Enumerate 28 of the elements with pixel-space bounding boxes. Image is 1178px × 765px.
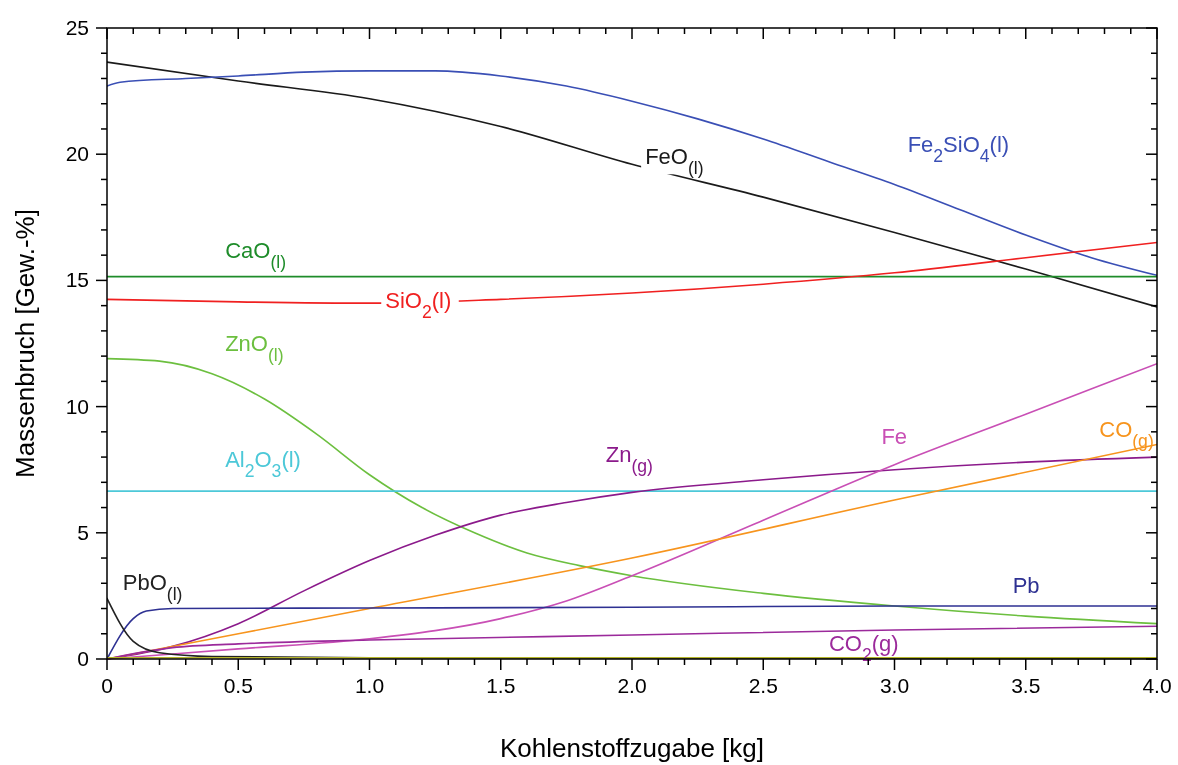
series-label: Fe$_{2}$SiO$_{4}$(l): [907, 131, 1010, 166]
series-label: Al$_{2}$O$_{3}$(l): [225, 447, 301, 482]
series-label: CaO$_{(l)}$: [225, 237, 287, 272]
y-tick-label: 10: [65, 394, 89, 418]
x-tick-label: 1.0: [354, 674, 385, 697]
x-axis-title: Kohlenstoffzugabe [kg]: [499, 733, 765, 763]
series-label: PbO$_{(l)}$: [122, 569, 183, 604]
x-tick-label: 2.0: [617, 674, 647, 697]
y-tick-label: 25: [65, 16, 89, 39]
series-label: FeO$_{(l)}$: [645, 144, 704, 179]
y-tick-label: 5: [77, 520, 89, 544]
series-label: SiO$_{2}$(l): [385, 288, 452, 323]
y-tick-label: 20: [65, 142, 89, 166]
series-label: ZnO$_{(l)}$: [225, 331, 284, 366]
series-label: Zn$_{(g)}$: [605, 442, 653, 477]
x-tick-label: 4.0: [1142, 674, 1172, 697]
y-tick-label: 0: [77, 647, 89, 670]
x-tick-label: 0.5: [223, 674, 253, 697]
x-tick-label: 1.5: [486, 674, 516, 697]
y-tick-label: 15: [65, 268, 89, 292]
x-tick-label: 3.0: [879, 674, 910, 697]
x-tick-label: 2.5: [748, 674, 778, 697]
y-axis-title: Massenbruch [Gew.-%]: [10, 209, 40, 478]
x-tick-label: 3.5: [1011, 674, 1041, 697]
x-tick-label: 0: [101, 674, 113, 697]
series-label: CO$_{(g)}$: [1099, 416, 1154, 451]
series-label: Pb: [1012, 573, 1040, 599]
series-label: Fe: [881, 424, 908, 450]
